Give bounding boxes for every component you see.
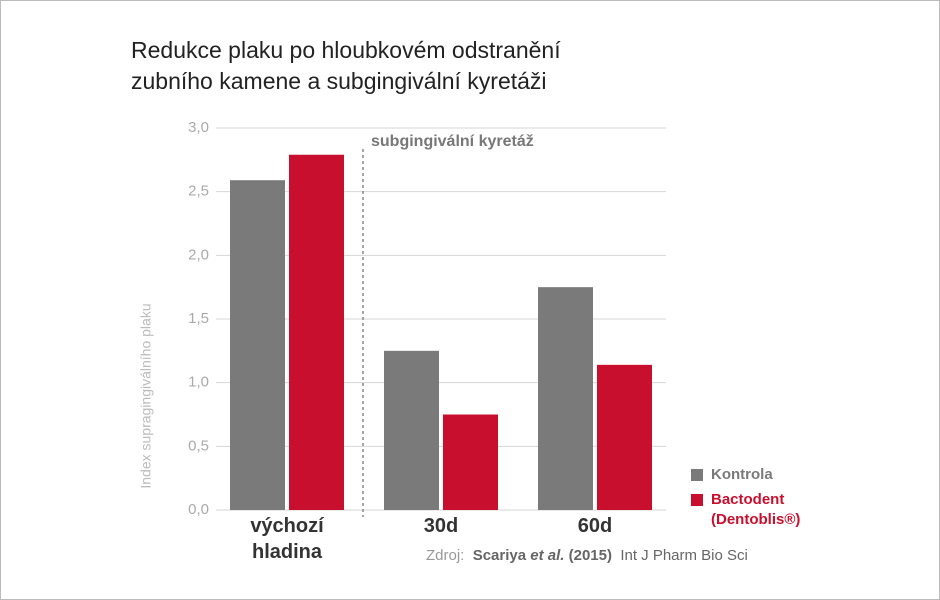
x-tick-label: 60d (577, 515, 613, 537)
bar (230, 180, 285, 510)
source-prefix: Zdroj: (426, 547, 465, 564)
legend-swatch (691, 469, 703, 481)
y-tick-label: 3,0 (188, 119, 209, 136)
bar (289, 154, 344, 511)
y-tick-label: 0,0 (188, 501, 209, 518)
x-tick-label: 30d (423, 515, 459, 537)
bar (538, 287, 593, 510)
chart-title: Redukce plaku po hloubkovém odstranění z… (131, 37, 561, 94)
y-tick-label: 2,5 (188, 183, 209, 200)
source-etal: et al. (530, 547, 565, 564)
source: Zdroj: Scariya et al. (2015) Int J Pharm… (426, 547, 748, 564)
x-tick-label: výchozí hladina (250, 515, 324, 563)
bar (384, 350, 439, 510)
annotation: subgingivální kyretáž (371, 133, 534, 150)
y-tick-label: 2,0 (188, 246, 209, 263)
y-tick-label: 0,5 (188, 437, 209, 454)
y-axis-label: Index supragingiválního plaku (138, 303, 154, 488)
y-tick-label: 1,5 (188, 310, 209, 327)
bar (597, 364, 652, 510)
source-year: (2015) (568, 547, 612, 564)
source-authors: Scariya (472, 547, 527, 564)
legend-label: Kontrola (711, 466, 773, 483)
bar (443, 414, 498, 510)
legend-label: Bactodent (Dentoblis®) (711, 491, 801, 528)
y-tick-label: 1,0 (188, 374, 209, 391)
source-journal: Int J Pharm Bio Sci (620, 547, 748, 564)
legend-swatch (691, 494, 703, 506)
